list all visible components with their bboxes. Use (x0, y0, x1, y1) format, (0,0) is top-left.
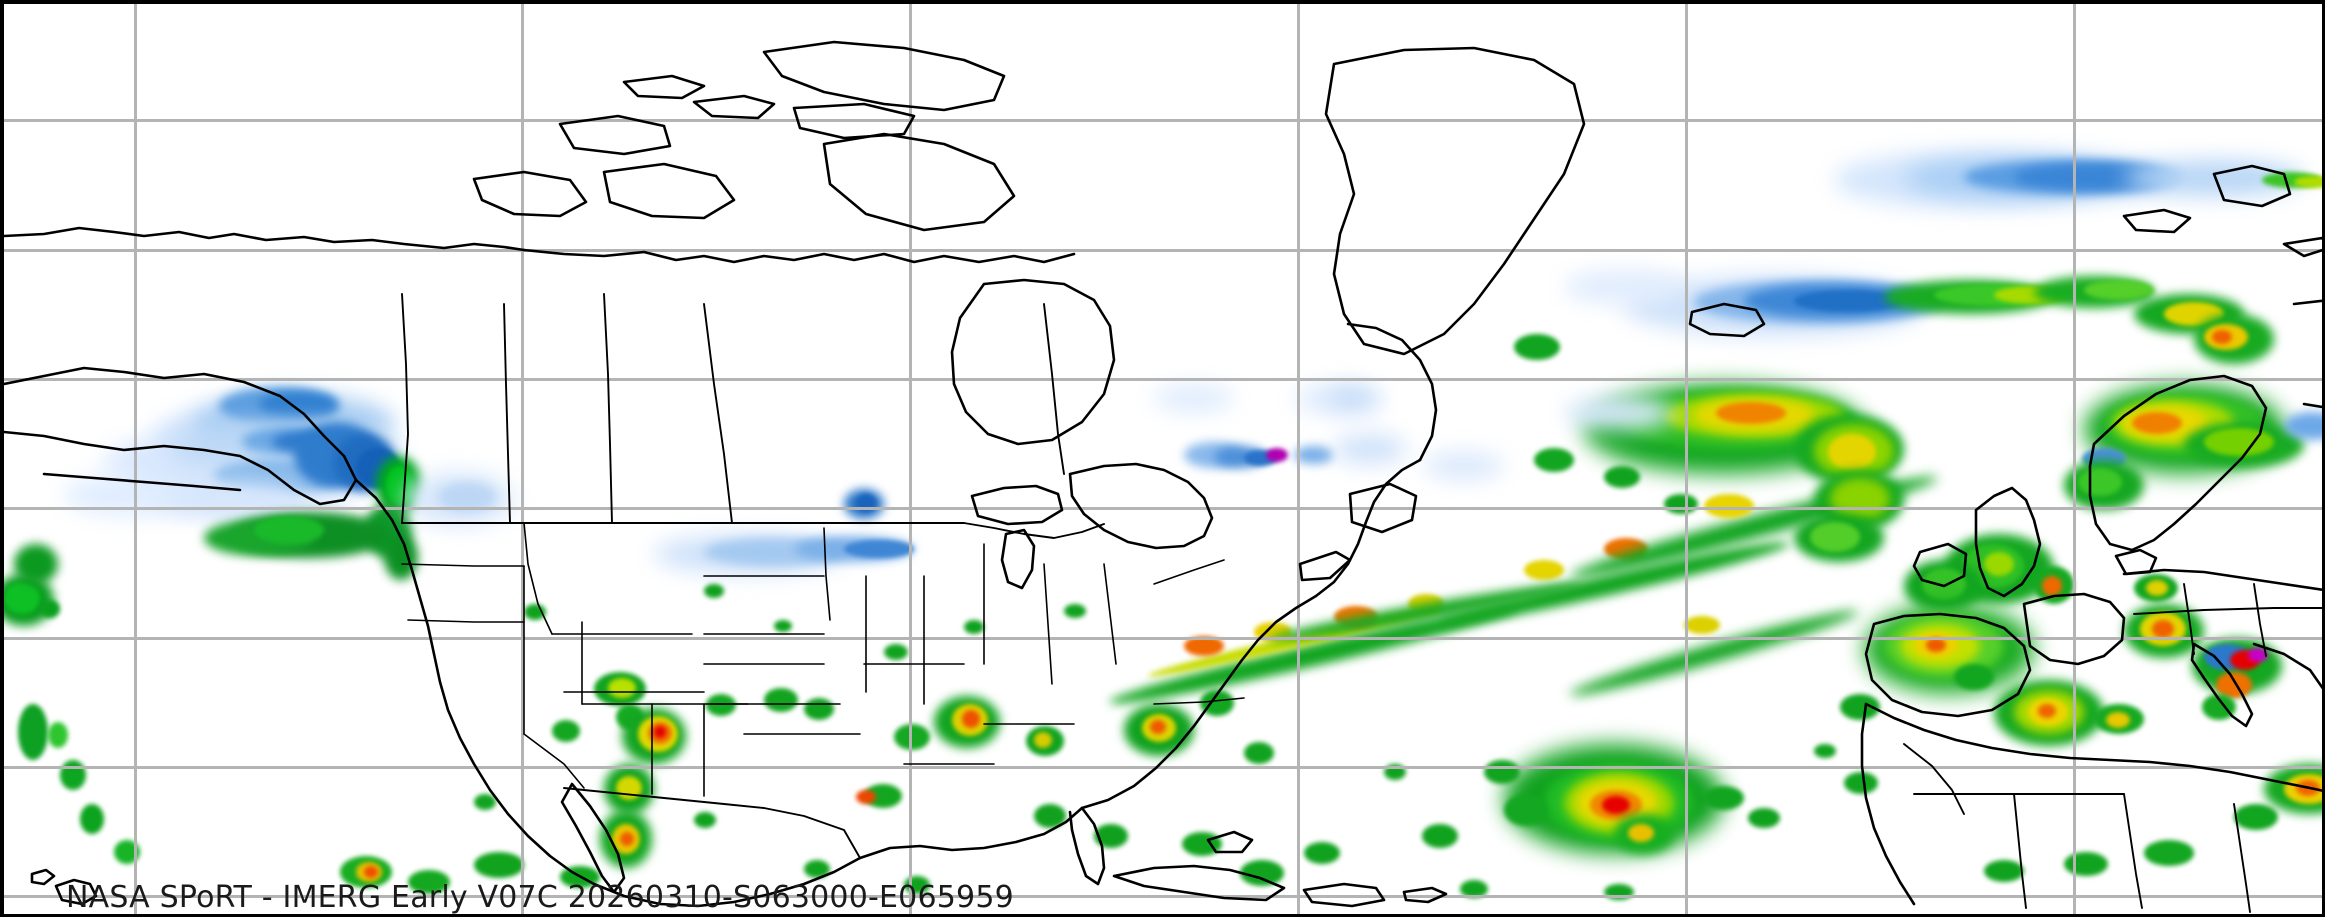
precip-cell-liquid (1422, 824, 1458, 848)
precip-cell-liquid (1524, 560, 1564, 580)
precip-cell-liquid (1814, 744, 1836, 758)
precip-cell-liquid (856, 790, 876, 804)
precip-cell-liquid (1460, 880, 1488, 898)
precip-cell-liquid (60, 760, 86, 790)
precip-cell-liquid (2212, 330, 2232, 344)
precip-cell-frozen (1794, 290, 1904, 312)
precip-cell-liquid (2084, 280, 2154, 300)
precip-cell-liquid (18, 704, 48, 760)
caption-layer: NASA SPoRT - IMERG Early V07C 20260310-S… (4, 4, 2322, 915)
precip-cell-liquid (2152, 620, 2174, 638)
product-caption: NASA SPoRT - IMERG Early V07C 20260310-S… (66, 880, 1014, 915)
precip-cell-liquid (1304, 842, 1340, 864)
precip-cell-liquid (14, 544, 58, 584)
precip-cell-liquid (962, 710, 980, 728)
precip-cell-liquid (894, 724, 930, 750)
precip-cell-liquid (1810, 522, 1860, 552)
precip-cell-liquid (48, 722, 68, 748)
precip-cell-frozen (844, 540, 914, 558)
precip-cell-liquid (964, 620, 984, 634)
precip-cell-frozen (1424, 452, 1504, 480)
precip-cell-liquid (1604, 466, 1640, 488)
precip-cell-frozen (2284, 412, 2322, 440)
precip-cell-liquid (1684, 616, 1720, 634)
precip-cell-liquid (254, 516, 324, 544)
precip-cell-liquid (608, 678, 636, 698)
precip-cell-liquid (1484, 760, 1520, 784)
precip-cell-liquid (1704, 494, 1754, 518)
precip-cell-liquid (80, 804, 104, 834)
precip-cell-liquid (2064, 852, 2108, 876)
precip-cell-liquid (1628, 824, 1654, 842)
precip-cell-liquid (40, 600, 60, 618)
precip-cell-liquid (704, 584, 724, 598)
precip-cell-liquid (1828, 434, 1876, 470)
precip-cell-liquid (1064, 604, 1086, 618)
precip-cell-liquid (1748, 808, 1780, 828)
precip-cell-liquid (764, 688, 798, 712)
precip-cell-liquid (1034, 732, 1052, 748)
precip-cell-liquid (1830, 478, 1890, 520)
precip-cell-liquid (1504, 794, 1548, 826)
precip-cell-liquid (4, 582, 40, 614)
precip-cell-frozen (1154, 384, 1234, 412)
precip-cell-liquid (2294, 176, 2322, 188)
precip-cell-liquid (884, 644, 908, 660)
precip-cell-liquid (654, 726, 666, 738)
precip-cell-liquid (1602, 796, 1630, 814)
precip-cell-liquid (1716, 402, 1786, 424)
precip-cell-liquid (1266, 448, 1288, 462)
precip-cell-liquid (1534, 448, 1574, 472)
precip-cell-liquid (774, 620, 792, 632)
precip-cell-liquid (706, 694, 736, 716)
precip-cell-frozen (1564, 396, 1674, 430)
precip-cell-liquid (1704, 786, 1744, 810)
precip-cell-liquid (2144, 840, 2194, 866)
precip-cell-liquid (2042, 576, 2062, 596)
